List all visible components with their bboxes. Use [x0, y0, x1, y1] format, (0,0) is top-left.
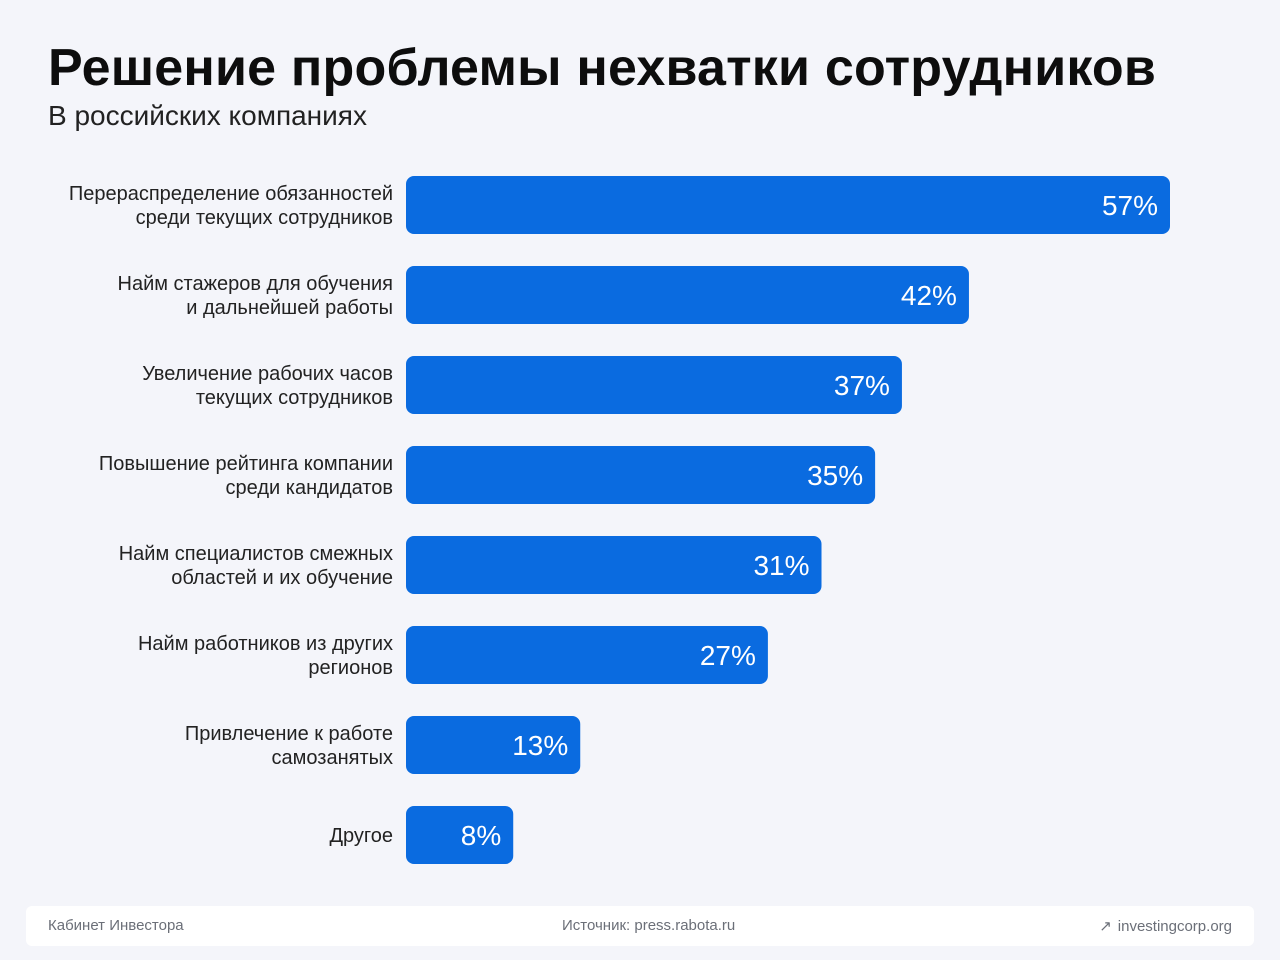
bar	[406, 716, 581, 774]
category-label: областей и их обучение	[171, 567, 393, 589]
category-label: среди кандидатов	[226, 477, 393, 499]
category-label: текущих сотрудников	[196, 387, 393, 409]
bar-value-label: 35%	[807, 460, 863, 491]
category-label: самозанятых	[272, 747, 393, 769]
bar-value-label: 57%	[1102, 190, 1158, 221]
bar-value-label: 42%	[901, 280, 957, 311]
bar	[406, 626, 768, 684]
bar-value-label: 37%	[834, 370, 890, 401]
footer-source: Источник: press.rabota.ru	[562, 917, 736, 934]
bar	[406, 806, 514, 864]
category-label: Привлечение к работе	[185, 723, 393, 745]
category-label: Другое	[329, 825, 393, 847]
category-label: Перераспределение обязанностей	[69, 183, 393, 205]
chart-title: Решение проблемы нехватки сотрудников	[48, 39, 1157, 97]
category-label: Повышение рейтинга компании	[99, 453, 393, 475]
category-label: и дальнейшей работы	[186, 297, 393, 319]
category-label: Найм стажеров для обучения	[118, 273, 394, 295]
chart-subtitle: В российских компаниях	[48, 100, 367, 131]
arrow-up-right-icon: ↗	[1099, 918, 1112, 935]
bar	[406, 266, 969, 324]
bar	[406, 536, 822, 594]
category-label: Найм работников из других	[138, 633, 393, 655]
bar	[406, 446, 876, 504]
category-label: Увеличение рабочих часов	[142, 363, 393, 385]
bar	[406, 356, 902, 414]
bar	[406, 176, 1170, 234]
bar-value-label: 8%	[461, 820, 501, 851]
bar-value-label: 27%	[700, 640, 756, 671]
bar-value-label: 31%	[753, 550, 809, 581]
category-label: среди текущих сотрудников	[136, 207, 393, 229]
footer-site-label: investingcorp.org	[1117, 918, 1232, 935]
category-label: регионов	[308, 657, 393, 679]
footer-brand: Кабинет Инвестора	[48, 917, 184, 934]
category-label: Найм специалистов смежных	[119, 543, 393, 565]
footer-site-link[interactable]: ↗ investingcorp.org	[1099, 917, 1232, 935]
bar-value-label: 13%	[512, 730, 568, 761]
footer: Кабинет Инвестора Источник: press.rabota…	[26, 906, 1254, 946]
